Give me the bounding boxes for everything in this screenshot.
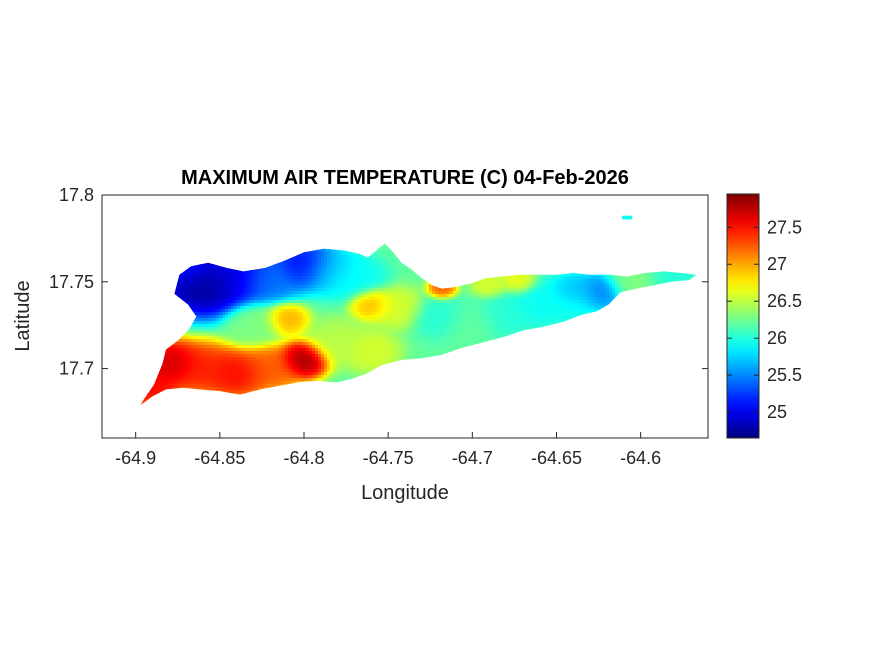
colorbar-tick-label: 27.5 <box>767 217 802 237</box>
colorbar-tick-label: 27 <box>767 254 787 274</box>
y-tick-label: 17.7 <box>59 359 94 379</box>
y-tick-label: 17.8 <box>59 185 94 205</box>
temperature-field <box>140 215 697 405</box>
colorbar-tick-label: 25.5 <box>767 365 802 385</box>
colorbar-ticks: 25 25.5 26 26.5 27 27.5 <box>727 217 802 422</box>
axis-ticks: -64.9 -64.85 -64.8 -64.75 -64.7 -64.65 -64.6 17… <box>49 185 708 468</box>
y-tick-label: 17.75 <box>49 272 94 292</box>
colorbar <box>726 193 760 439</box>
x-tick-label: -64.9 <box>115 448 156 468</box>
x-axis-label: Longitude <box>361 482 449 504</box>
x-tick-label: -64.8 <box>283 448 324 468</box>
colorbar-tick-label: 25 <box>767 402 787 422</box>
x-tick-label: -64.6 <box>620 448 661 468</box>
x-tick-label: -64.75 <box>363 448 414 468</box>
chart-title: MAXIMUM AIR TEMPERATURE (C) 04-Feb-2026 <box>181 167 629 189</box>
y-axis-label: Latitude <box>12 280 34 351</box>
x-tick-label: -64.85 <box>194 448 245 468</box>
x-tick-label: -64.7 <box>452 448 493 468</box>
x-tick-label: -64.65 <box>531 448 582 468</box>
colorbar-tick-label: 26.5 <box>767 291 802 311</box>
plot-axes-box <box>101 194 709 439</box>
colorbar-tick-label: 26 <box>767 328 787 348</box>
